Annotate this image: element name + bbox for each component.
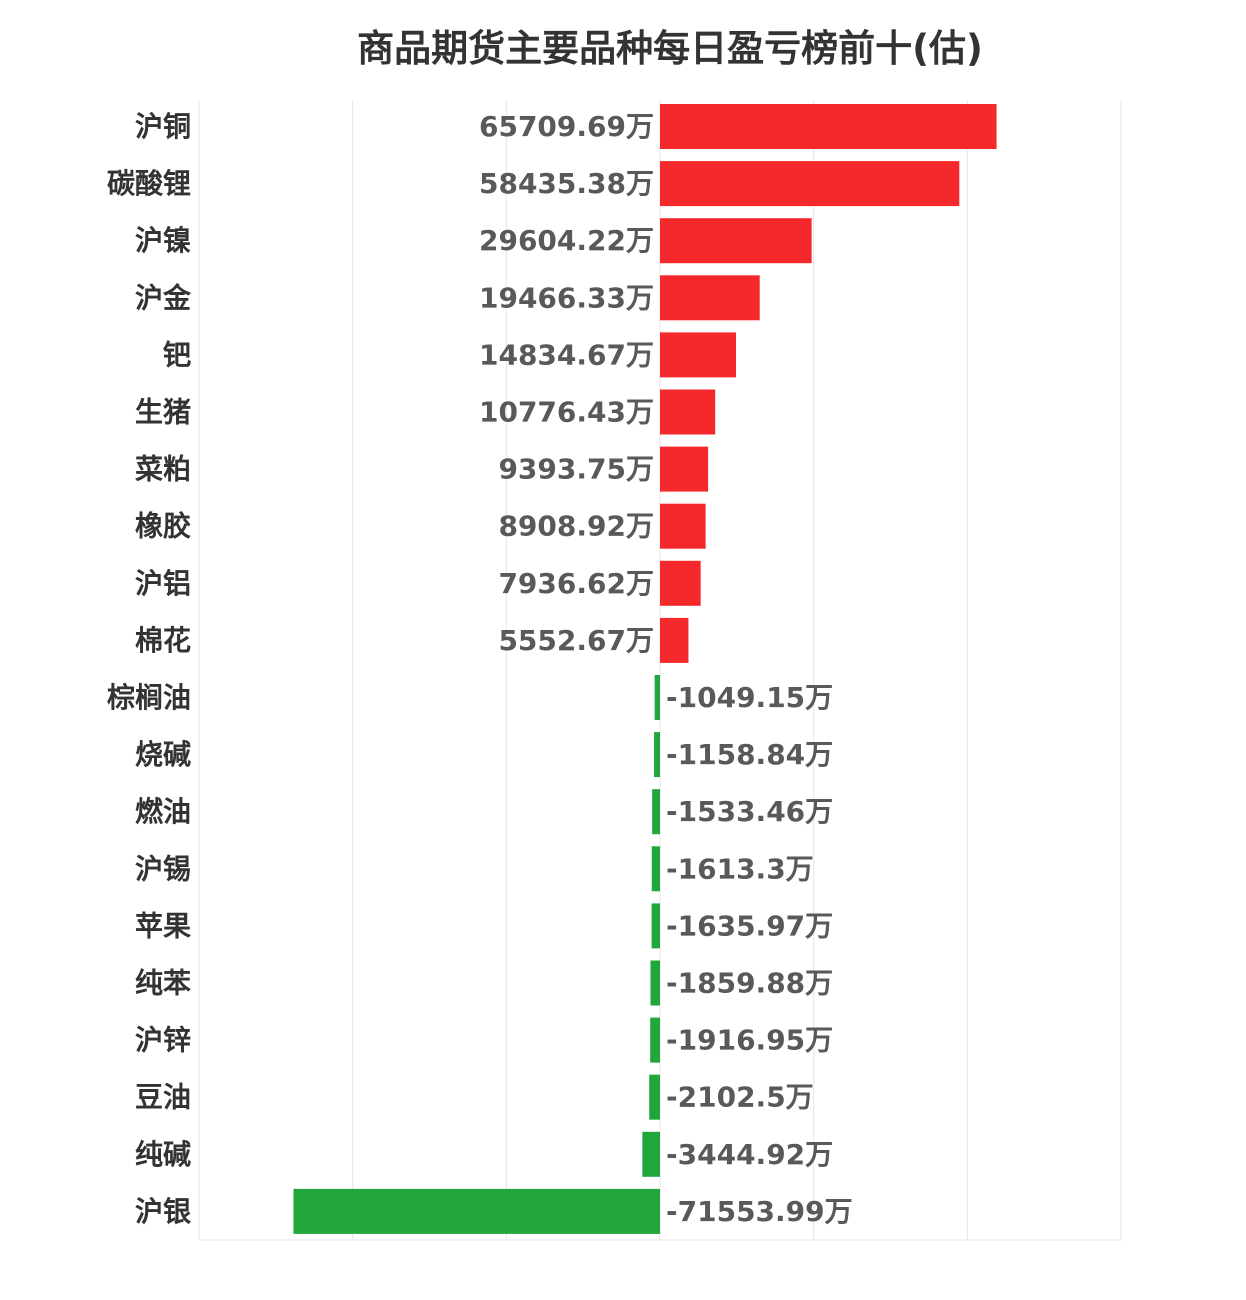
- value-label: -1533.46万: [666, 795, 833, 828]
- value-label: 10776.43万: [479, 396, 654, 429]
- category-label: 纯碱: [135, 1138, 191, 1171]
- bar: [660, 161, 960, 207]
- bar: [660, 389, 716, 435]
- category-label: 苹果: [135, 909, 191, 942]
- category-label: 沪铜: [135, 110, 191, 143]
- value-label: -1635.97万: [666, 909, 833, 942]
- value-label: -2102.5万: [666, 1081, 814, 1114]
- category-label: 生猪: [135, 396, 191, 429]
- bar: [652, 789, 660, 835]
- value-label: -1613.3万: [666, 852, 814, 885]
- value-label: 65709.69万: [479, 110, 654, 143]
- value-label: 8908.92万: [498, 510, 654, 543]
- value-label: -3444.92万: [666, 1138, 833, 1171]
- category-label: 沪金: [135, 281, 192, 314]
- category-label: 沪铝: [135, 567, 191, 600]
- category-label: 棉花: [135, 624, 191, 657]
- value-label: -1158.84万: [666, 738, 833, 771]
- bar: [649, 1074, 660, 1120]
- bar: [293, 1188, 660, 1234]
- bar: [642, 1131, 660, 1177]
- value-label: 29604.22万: [479, 224, 654, 257]
- category-label: 棕榈油: [107, 681, 191, 714]
- value-label: -1049.15万: [666, 681, 833, 714]
- bar: [660, 218, 812, 264]
- category-label: 钯: [163, 338, 191, 371]
- bar: [660, 503, 706, 549]
- value-label: -71553.99万: [666, 1195, 853, 1228]
- value-label: 19466.33万: [479, 281, 654, 314]
- bar: [654, 732, 660, 778]
- value-label: 14834.67万: [479, 338, 654, 371]
- category-label: 沪锌: [135, 1024, 191, 1057]
- value-label: -1916.95万: [666, 1024, 833, 1057]
- value-label: 7936.62万: [498, 567, 654, 600]
- bar: [660, 104, 997, 149]
- category-label: 豆油: [135, 1081, 191, 1114]
- chart-title: 商品期货主要品种每日盈亏榜前十(估): [357, 27, 983, 70]
- category-label: 燃油: [135, 795, 191, 828]
- category-label: 橡胶: [135, 510, 191, 543]
- category-label: 烧碱: [135, 738, 191, 771]
- category-label: 沪镍: [135, 224, 191, 257]
- value-label: 9393.75万: [498, 453, 654, 486]
- category-label: 碳酸锂: [107, 167, 191, 200]
- bar: [660, 332, 736, 378]
- bar: [654, 675, 660, 720]
- value-label: 5552.67万: [498, 624, 654, 657]
- bar: [660, 617, 689, 663]
- bar: [650, 960, 660, 1006]
- bar: [660, 560, 701, 606]
- category-label: 沪银: [135, 1195, 192, 1228]
- value-label: -1859.88万: [666, 967, 833, 1000]
- category-label: 沪锡: [135, 852, 191, 885]
- bar: [651, 903, 660, 949]
- bar: [660, 446, 709, 492]
- bar: [660, 275, 760, 321]
- category-label: 纯苯: [135, 967, 191, 1000]
- bar: [650, 1017, 660, 1063]
- bar: [651, 846, 660, 892]
- category-label: 菜粕: [135, 453, 191, 486]
- value-label: 58435.38万: [479, 167, 654, 200]
